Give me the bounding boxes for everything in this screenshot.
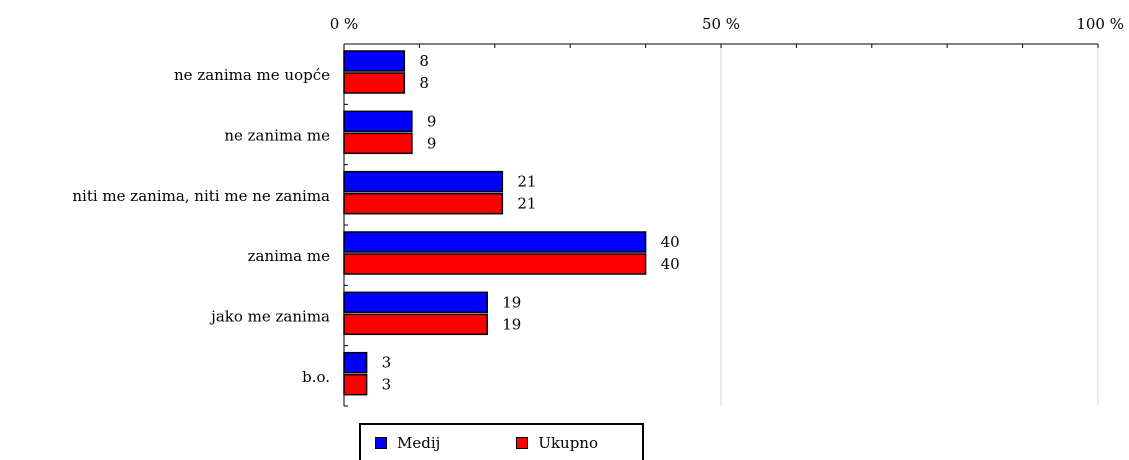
- category-label-4: jako me zanima: [209, 308, 330, 326]
- legend-swatch-medij: [375, 436, 387, 449]
- value-label-ukupno-4: 19: [502, 315, 521, 333]
- category-label-1: ne zanima me: [224, 127, 330, 145]
- legend: Medij Ukupno: [359, 423, 644, 460]
- bar-ukupno-1: [343, 132, 413, 155]
- bar-ukupno-3: [343, 253, 647, 275]
- bar-chart: 0 % 50 % 100 % 8 8 ne zanima me uopće 9 9 ne zan…: [72, 15, 1124, 407]
- labels: 0 % 50 % 100 % 8 8 ne zanima me uopće 9 9 ne zan…: [72, 15, 1124, 394]
- category-label-5: b.o.: [302, 368, 330, 386]
- legend-label-medij: Medij: [397, 433, 441, 452]
- bar-ukupno-0: [343, 72, 406, 94]
- value-label-medij-2: 21: [517, 173, 536, 191]
- axes: [343, 43, 1099, 407]
- bar-medij-0: [343, 50, 406, 72]
- bar-medij-2: [343, 170, 504, 193]
- value-label-ukupno-2: 21: [517, 195, 536, 213]
- x-tick-label-0: 0 %: [330, 15, 359, 33]
- bar-medij-1: [343, 110, 413, 133]
- bars: [343, 50, 647, 396]
- legend-label-ukupno: Ukupno: [538, 433, 598, 452]
- value-label-ukupno-3: 40: [661, 255, 680, 273]
- bar-medij-5: [343, 351, 368, 374]
- legend-swatch-ukupno: [516, 436, 529, 449]
- legend-item-medij: Medij: [375, 434, 440, 452]
- value-label-ukupno-5: 3: [382, 376, 392, 394]
- category-label-3: zanima me: [248, 247, 330, 265]
- value-label-ukupno-1: 9: [427, 134, 437, 152]
- legend-item-ukupno: Ukupno: [516, 434, 598, 452]
- bar-ukupno-5: [343, 373, 368, 396]
- bar-medij-3: [343, 231, 647, 253]
- value-label-medij-1: 9: [427, 112, 437, 130]
- value-label-medij-4: 19: [502, 293, 521, 311]
- value-label-medij-0: 8: [419, 52, 429, 70]
- bar-ukupno-2: [343, 192, 504, 215]
- value-label-ukupno-0: 8: [419, 74, 429, 92]
- value-label-medij-3: 40: [661, 233, 680, 251]
- bar-ukupno-4: [343, 313, 489, 336]
- category-label-2: niti me zanima, niti me ne zanima: [72, 187, 330, 205]
- gridlines: [720, 44, 1099, 406]
- x-tick-label-50: 50 %: [702, 15, 740, 33]
- bar-medij-4: [343, 291, 489, 314]
- x-tick-label-100: 100 %: [1076, 15, 1124, 33]
- value-label-medij-5: 3: [382, 354, 392, 372]
- category-label-0: ne zanima me uopće: [174, 66, 330, 84]
